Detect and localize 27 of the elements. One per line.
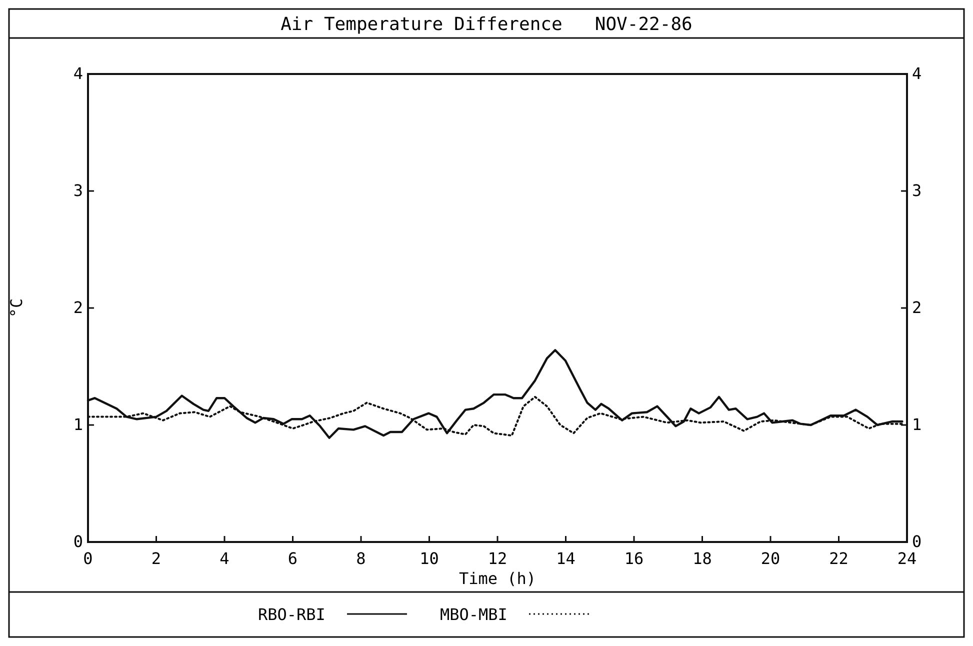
x-tick-label: 6 xyxy=(288,549,298,568)
x-tick-label: 20 xyxy=(760,549,780,568)
y2-tick-label: 4 xyxy=(912,64,922,83)
x-tick-label: 12 xyxy=(488,549,508,568)
y2-tick-label: 0 xyxy=(912,532,922,551)
y-tick-label: 1 xyxy=(73,415,83,434)
y-tick-label: 3 xyxy=(73,181,83,200)
y-tick-label: 2 xyxy=(73,298,83,317)
x-tick-label: 8 xyxy=(356,549,366,568)
y-tick-label: 4 xyxy=(73,64,83,83)
y2-tick-label: 1 xyxy=(912,415,922,434)
x-tick-label: 2 xyxy=(151,549,162,568)
y2-tick-label: 2 xyxy=(912,298,922,317)
legend-label: MBO-MBI xyxy=(440,605,508,624)
x-tick-label: 10 xyxy=(420,549,439,568)
x-tick-label: 14 xyxy=(556,549,576,568)
x-tick-label: 16 xyxy=(624,549,644,568)
x-tick-label: 18 xyxy=(692,549,712,568)
x-tick-label: 22 xyxy=(829,549,848,568)
x-axis-title: Time (h) xyxy=(458,569,536,588)
x-tick-label: 24 xyxy=(897,549,917,568)
x-tick-label: 4 xyxy=(220,549,230,568)
y-tick-label: 0 xyxy=(73,532,83,551)
legend-label: RBO-RBI xyxy=(258,605,326,624)
y2-tick-label: 3 xyxy=(912,181,922,200)
chart-title: Air Temperature Difference NOV-22-86 xyxy=(280,14,692,35)
y-axis-title: °C xyxy=(7,298,26,318)
